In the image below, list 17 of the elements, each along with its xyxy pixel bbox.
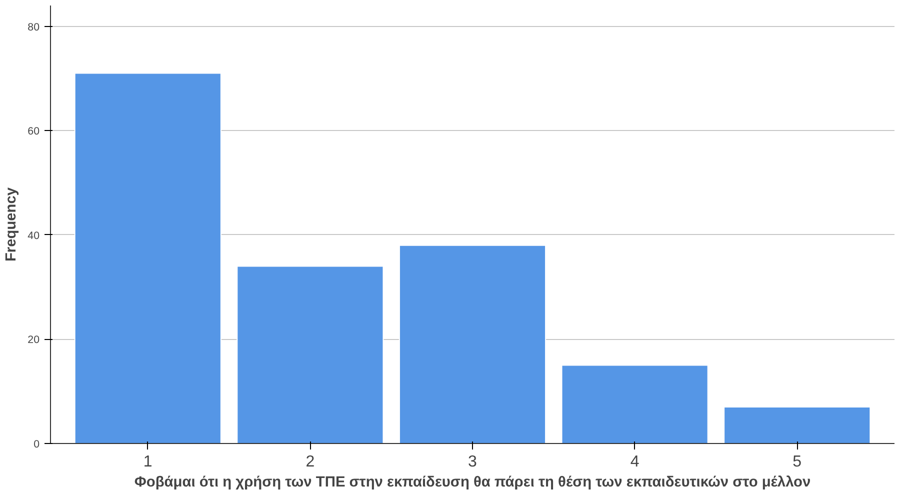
y-axis-title: Frequency — [4, 186, 20, 262]
x-tick-label: 2 — [306, 454, 315, 470]
bar — [74, 72, 222, 444]
y-tick-label: 20 — [28, 334, 40, 346]
bar — [561, 364, 708, 444]
x-axis-title: Φοβάμαι ότι η χρήση των ΤΠΕ στην εκπαίδευση θα πάρει τη θέση των εκπαιδευτικών στο μέλλον — [134, 474, 811, 490]
x-tick-label: 5 — [792, 454, 802, 470]
x-tick-label: 1 — [143, 454, 152, 470]
bar — [724, 406, 871, 444]
y-tick-label: 40 — [28, 230, 40, 242]
x-tick-label: 4 — [630, 454, 640, 470]
bar — [236, 266, 384, 444]
y-tick-label: 80 — [28, 21, 40, 34]
y-tick-label: 60 — [28, 126, 40, 138]
bar — [398, 244, 546, 444]
x-tick-label: 3 — [468, 454, 478, 470]
y-tick-label: 0 — [34, 438, 40, 450]
